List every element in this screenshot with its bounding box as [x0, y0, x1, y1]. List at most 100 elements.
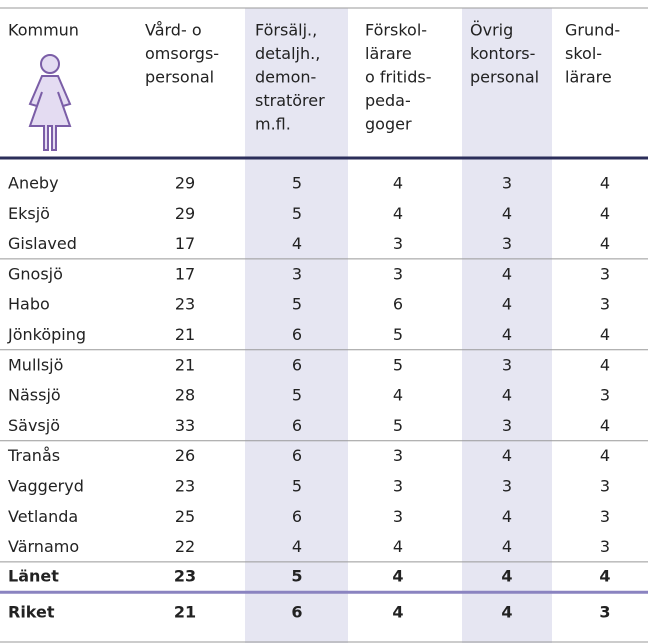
cell: 3	[600, 295, 610, 314]
cell: 4	[600, 204, 610, 223]
cell: Vaggeryd	[8, 477, 84, 496]
cell: Aneby	[8, 174, 59, 193]
header-cell: Kommun	[8, 21, 79, 40]
cell: 4	[393, 386, 403, 405]
cell: 3	[502, 355, 512, 374]
cell: Habo	[8, 295, 50, 314]
cell: 23	[174, 566, 196, 585]
header-cell: detaljh.,	[255, 44, 320, 63]
cell: 5	[292, 174, 302, 193]
cell: 6	[292, 325, 302, 344]
cell: 3	[600, 537, 610, 556]
cell: 4	[393, 204, 403, 223]
cell: 4	[292, 537, 302, 556]
cell: 4	[600, 446, 610, 465]
cell: 3	[502, 174, 512, 193]
cell: 3	[599, 603, 610, 622]
header-cell: m.fl.	[255, 115, 291, 134]
cell: Tranås	[7, 446, 60, 465]
cell: Värnamo	[8, 537, 79, 556]
cell: 3	[600, 264, 610, 283]
cell: 3	[292, 264, 302, 283]
header-cell: omsorgs-	[145, 44, 219, 63]
cell: 5	[393, 416, 403, 435]
cell: Gnosjö	[8, 264, 63, 283]
cell: 3	[600, 477, 610, 496]
cell: 6	[393, 295, 403, 314]
cell: 5	[292, 477, 302, 496]
header-cell: lärare	[365, 44, 412, 63]
cell: 4	[392, 566, 403, 585]
header-cell: Förskol-	[365, 21, 427, 40]
header-cell: Övrig	[470, 21, 513, 40]
cell: 4	[501, 603, 512, 622]
header-cell: Vård- o	[145, 21, 202, 40]
cell: Gislaved	[8, 234, 77, 253]
cell: 6	[292, 507, 302, 526]
cell: 5	[291, 566, 302, 585]
cell: 4	[599, 566, 610, 585]
cell: 3	[502, 234, 512, 253]
cell: Nässjö	[8, 386, 61, 405]
cell: 23	[175, 295, 195, 314]
cell: 4	[502, 325, 512, 344]
header-cell: personal	[470, 68, 539, 87]
cell: 21	[174, 603, 196, 622]
cell: 29	[175, 174, 195, 193]
cell: 23	[175, 477, 195, 496]
cell: 3	[393, 234, 403, 253]
cell: 4	[292, 234, 302, 253]
cell: Länet	[8, 566, 59, 585]
cell: 17	[175, 264, 195, 283]
column-shade	[462, 8, 552, 643]
cell: 22	[175, 537, 195, 556]
cell: 4	[600, 416, 610, 435]
column-shade	[245, 8, 348, 643]
cell: 3	[600, 507, 610, 526]
cell: 5	[393, 355, 403, 374]
cell: 3	[502, 477, 512, 496]
cell: 4	[502, 386, 512, 405]
cell: 4	[600, 234, 610, 253]
cell: 25	[175, 507, 195, 526]
cell: 17	[175, 234, 195, 253]
header-cell: stratörer	[255, 91, 325, 110]
cell: 4	[502, 446, 512, 465]
header-cell: personal	[145, 68, 214, 87]
cell: Sävsjö	[8, 416, 60, 435]
header-cell: Försälj.,	[255, 21, 317, 40]
cell: 26	[175, 446, 195, 465]
header-cell: kontors-	[470, 44, 535, 63]
cell: 6	[292, 416, 302, 435]
cell: 4	[502, 264, 512, 283]
cell: 6	[292, 355, 302, 374]
cell: 5	[292, 204, 302, 223]
cell: Jönköping	[7, 325, 86, 344]
cell: 3	[393, 507, 403, 526]
cell: 6	[292, 446, 302, 465]
cell: 33	[175, 416, 195, 435]
cell: Eksjö	[8, 204, 50, 223]
cell: 4	[393, 174, 403, 193]
woman-icon	[28, 54, 72, 151]
cell: 5	[292, 295, 302, 314]
cell: 3	[393, 477, 403, 496]
header-cell: goger	[365, 115, 412, 134]
cell: 4	[600, 174, 610, 193]
cell: 3	[502, 416, 512, 435]
cell: 3	[393, 446, 403, 465]
cell: 5	[292, 386, 302, 405]
cell: 28	[175, 386, 195, 405]
cell: 4	[502, 204, 512, 223]
cell: 3	[600, 386, 610, 405]
header-cell: Grund-	[565, 21, 620, 40]
cell: 4	[393, 537, 403, 556]
header-cell: o fritids-	[365, 68, 432, 87]
cell: Vetlanda	[8, 507, 78, 526]
cell: 4	[502, 507, 512, 526]
cell: 4	[600, 355, 610, 374]
header-cell: peda-	[365, 91, 411, 110]
cell: Riket	[8, 603, 55, 622]
cell: 3	[393, 264, 403, 283]
